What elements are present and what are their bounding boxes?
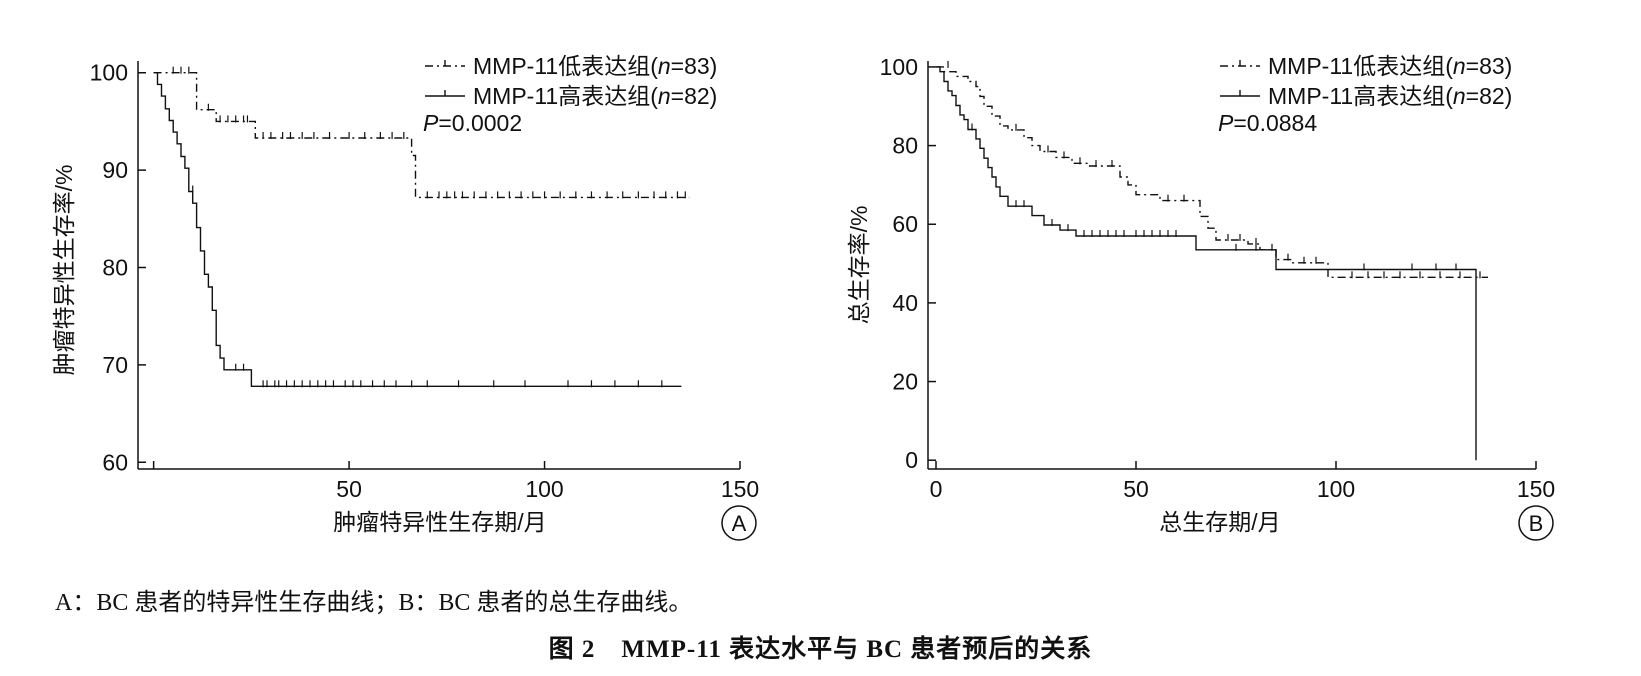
y-tick-label-b: 80	[892, 133, 918, 159]
x-tick-label-b: 100	[1317, 476, 1355, 502]
x-tick-label-a: 100	[525, 476, 563, 502]
panel-badge-label-b: B	[1529, 511, 1544, 536]
y-tick-label-b: 40	[892, 290, 918, 316]
x-tick-label-a: 150	[721, 476, 759, 502]
panel-badge-b: B	[1518, 505, 1554, 541]
series-line-low-b	[936, 66, 1488, 278]
y-tick-label-a: 100	[90, 60, 128, 86]
legend-label-high-b: MMP-11高表达组(n=82)	[1268, 83, 1512, 109]
y-tick-label-b: 20	[892, 369, 918, 395]
y-axis-title-b: 总生存率/%	[846, 206, 872, 325]
series-line-high-a	[153, 71, 682, 387]
panel-badge-a: A	[721, 505, 757, 541]
p-value-b: P=0.0884	[1218, 110, 1317, 136]
x-axis-title-b: 总生存期/月	[1159, 509, 1280, 535]
legend-label-high-a: MMP-11高表达组(n=82)	[473, 83, 717, 109]
y-tick-label-a: 60	[102, 449, 128, 475]
series-line-low-a	[153, 71, 690, 199]
figure-subcaption: A：BC 患者的特异性生存曲线；B：BC 患者的总生存曲线。	[55, 590, 693, 616]
y-tick-label-b: 100	[880, 54, 918, 80]
x-tick-label-b: 50	[1123, 476, 1149, 502]
plot-area-b: 0 20 40 60 80 100 0 50 100 150	[880, 54, 1556, 502]
legend-a: MMP-11低表达组(n=83) MMP-11高表达组(n=82) P=0.00…	[423, 53, 717, 136]
y-axis-title-a: 肿瘤特异性生存率/%	[51, 165, 77, 376]
y-tick-label-a: 90	[102, 157, 128, 183]
y-tick-label-b: 60	[892, 211, 918, 237]
p-value-a: P=0.0002	[423, 110, 522, 136]
figure-caption: 图 2 MMP-11 表达水平与 BC 患者预后的关系	[548, 636, 1093, 663]
legend-label-low-b: MMP-11低表达组(n=83)	[1268, 53, 1512, 79]
x-tick-label-b: 150	[1517, 476, 1555, 502]
x-axis-title-a: 肿瘤特异性生存期/月	[333, 509, 546, 535]
plot-area-a: 60 70 80 90 100 50 100 150	[90, 60, 760, 502]
y-tick-label-a: 70	[102, 352, 128, 378]
legend-label-low-a: MMP-11低表达组(n=83)	[473, 53, 717, 79]
y-tick-label-b: 0	[905, 447, 918, 473]
x-tick-label-b: 0	[930, 476, 943, 502]
x-tick-label-a: 50	[336, 476, 362, 502]
legend-b: MMP-11低表达组(n=83) MMP-11高表达组(n=82) P=0.08…	[1218, 53, 1512, 136]
y-tick-label-a: 80	[102, 255, 128, 281]
series-line-high-b	[936, 66, 1477, 461]
panel-badge-label-a: A	[732, 511, 747, 536]
